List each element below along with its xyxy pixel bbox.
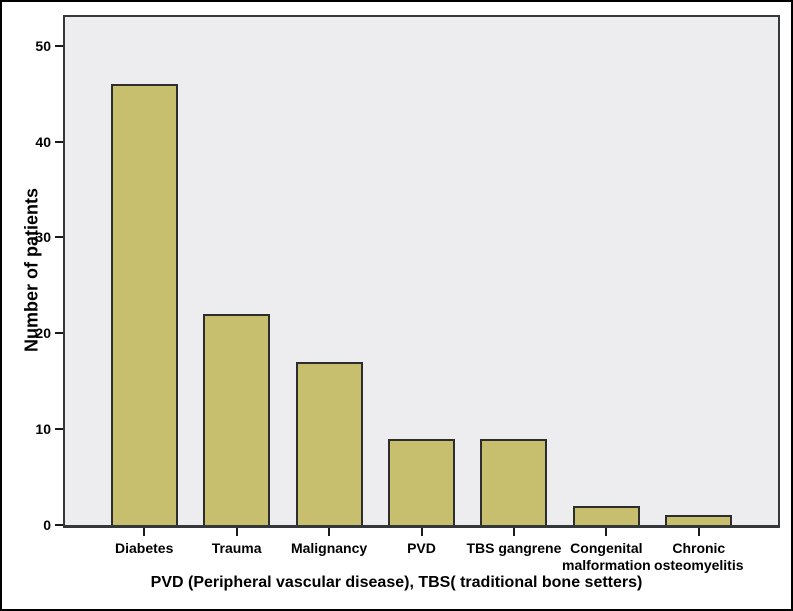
x-tick-label-diabetes: Diabetes [115,540,174,556]
x-tick-label-congenital-malformation: Congenital malformation [562,540,651,573]
x-tick-mark-malignancy [328,528,331,536]
bar-diabetes [110,84,178,525]
x-tick-label-tbs-gangrene: TBS gangrene [466,540,562,556]
bar-chronic-osteomyelitis [665,515,733,525]
y-tick-label-20: 20 [35,325,51,342]
x-tick-mark-trauma [235,528,238,536]
x-tick-label-trauma: Trauma [211,540,262,556]
y-tick-mark-10 [55,428,63,431]
bar-malignancy [295,362,363,525]
y-tick-label-30: 30 [35,229,51,246]
bar-congenital-malformation [572,506,640,525]
bar-trauma [203,314,271,525]
x-tick-label-malignancy: Malignancy [290,540,368,556]
bar-pvd [388,439,455,525]
bar-tbs-gangrene [480,439,548,525]
y-tick-mark-20 [55,332,63,335]
y-tick-label-50: 50 [35,37,51,54]
x-tick-label-chronic-osteomyelitis: Chronic osteomyelitis [654,540,744,573]
y-tick-label-0: 0 [43,517,51,533]
y-tick-mark-0 [55,524,63,526]
x-tick-mark-tbs-gangrene [512,528,515,536]
x-tick-mark-pvd [420,528,423,536]
y-tick-mark-30 [55,236,63,239]
y-tick-label-40: 40 [35,133,51,150]
y-tick-mark-40 [55,140,63,143]
x-tick-mark-congenital-malformation [605,528,608,536]
plot-area [63,15,780,528]
x-tick-mark-diabetes [143,528,146,536]
y-tick-label-10: 10 [35,421,51,438]
x-tick-label-pvd: PVD [407,540,436,556]
x-tick-mark-chronic-osteomyelitis [697,528,700,536]
figure-caption: PVD (Peripheral vascular disease), TBS( … [150,574,643,591]
y-tick-mark-50 [55,44,63,47]
